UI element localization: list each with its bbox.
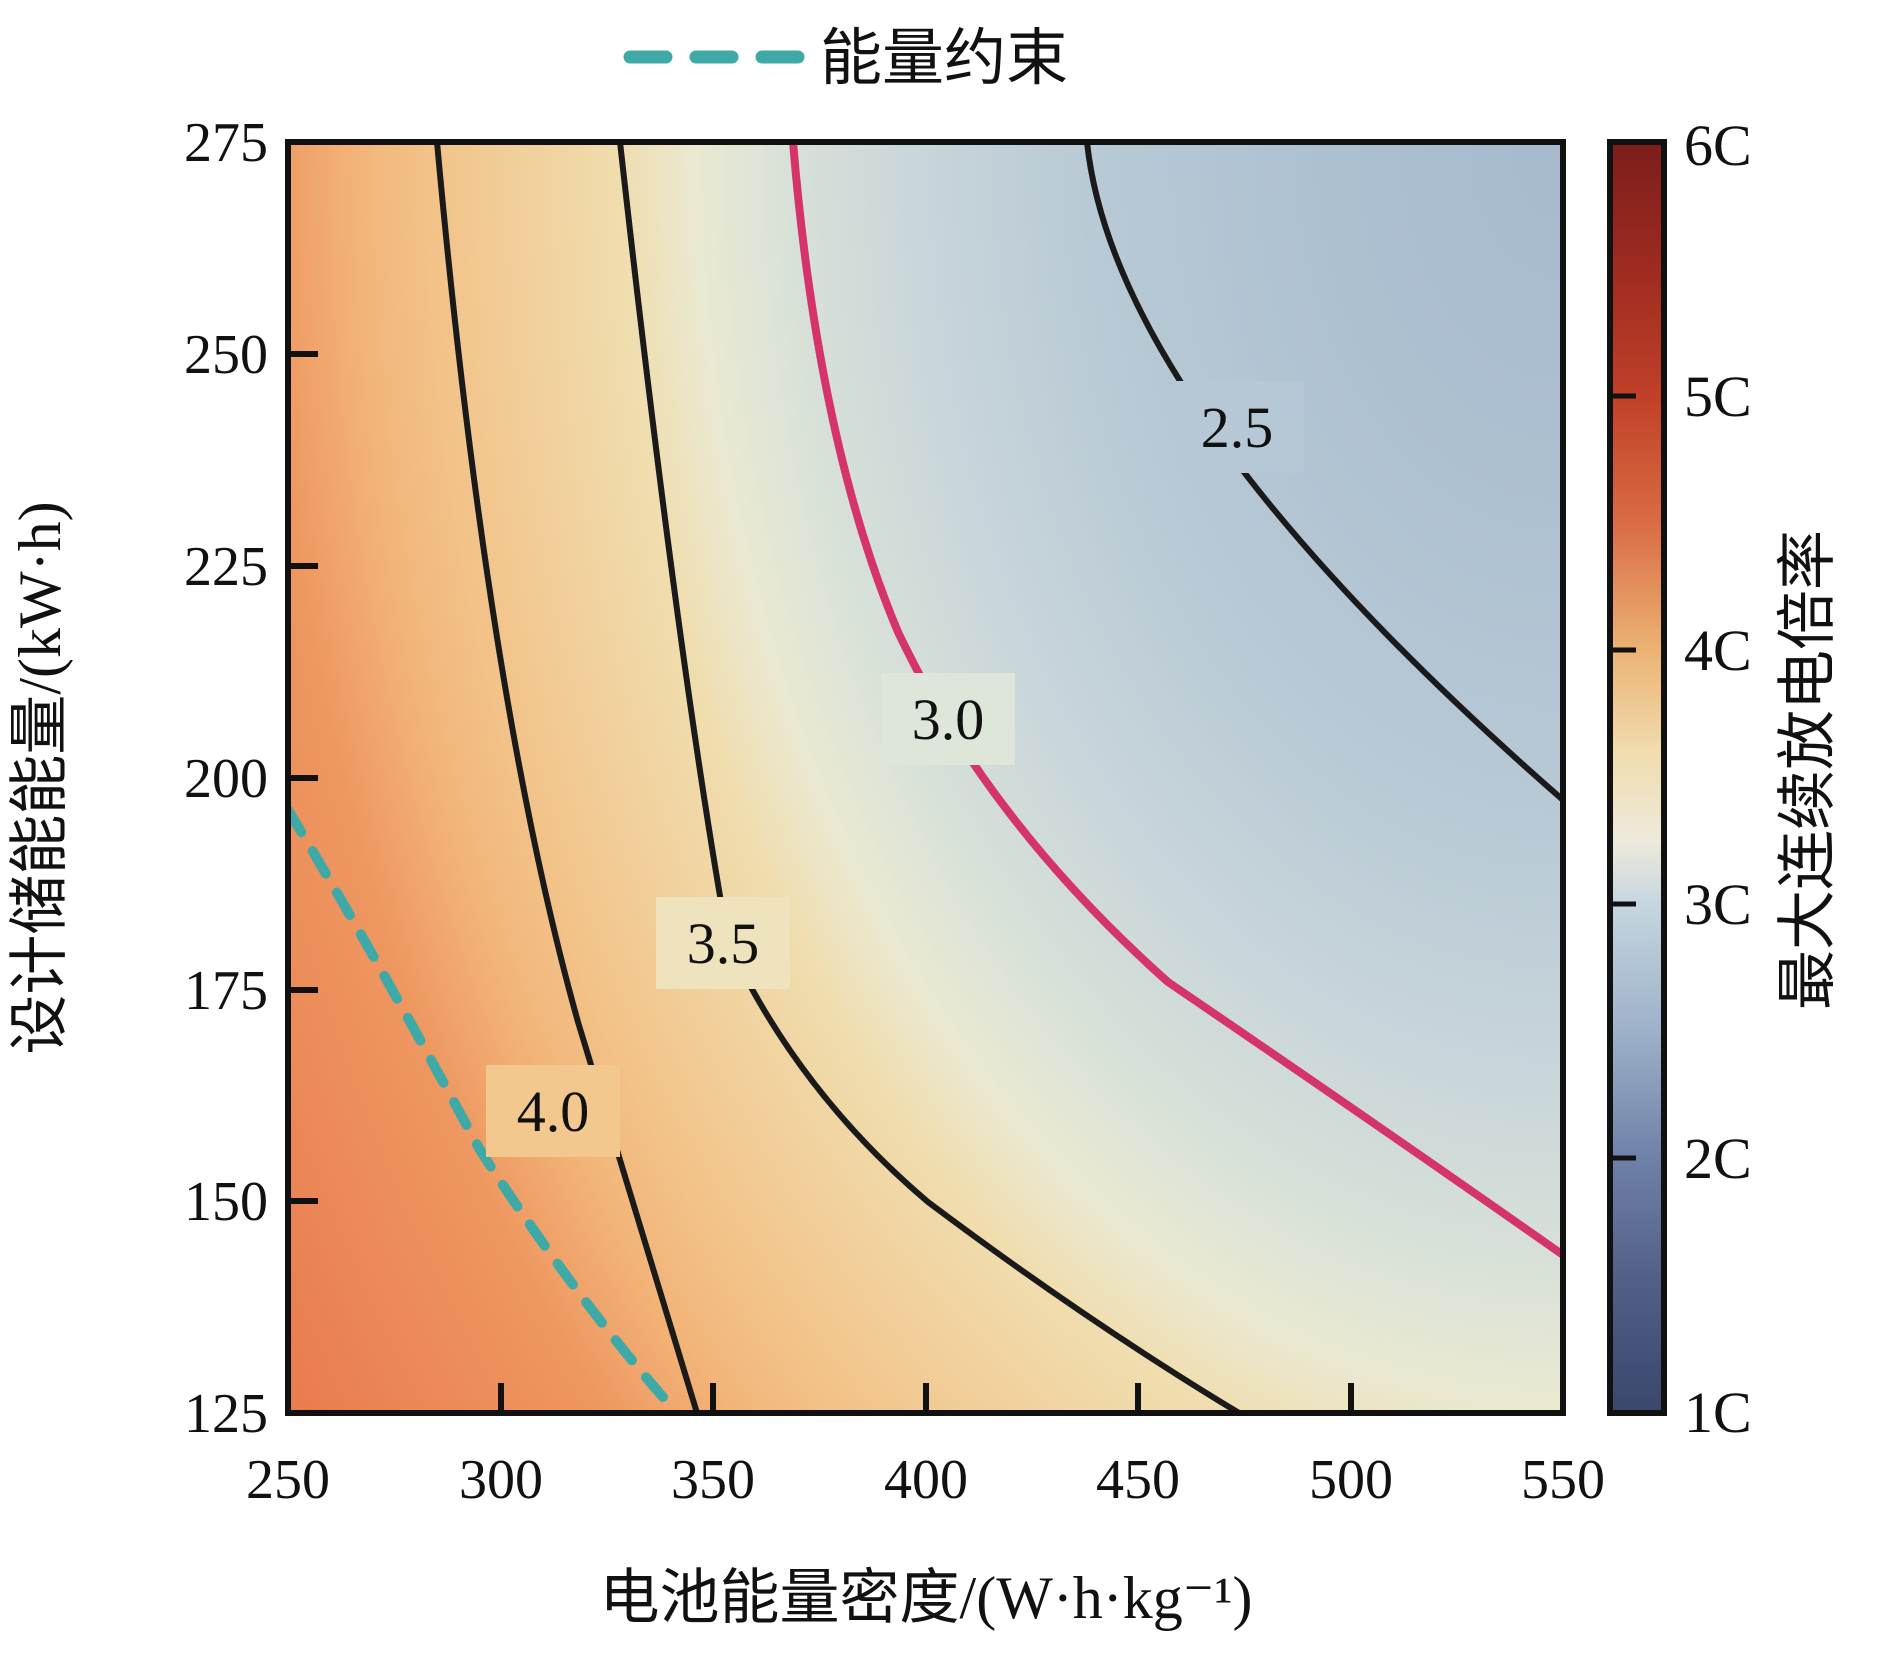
x-tick-label: 400 [884,1449,968,1511]
colorbar-tick-label: 5C [1684,364,1752,429]
contour-label-backgrounds [486,381,1304,1157]
plot-area: 2.5 3.0 3.5 4.0 [285,139,1566,1416]
y-tick-label: 175 [184,960,268,1022]
colorbar-ticks [1610,393,1636,1161]
colorbar-tick-label: 6C [1684,113,1752,178]
x-tick-label: 300 [459,1449,543,1511]
contour-label-bg-3-0 [881,673,1015,765]
x-tick-label: 550 [1521,1449,1605,1511]
colorbar: 6C 5C 4C 3C 2C 1C 最大连续放电倍率 [1607,113,1841,1445]
contour-line-4-0 [434,142,700,1413]
colorbar-tick-label: 3C [1684,872,1752,937]
contour-label-2-5: 2.5 [1201,395,1274,460]
contour-label-3-5: 3.5 [687,911,760,976]
y-tick-label: 125 [184,1383,268,1445]
colorbar-title: 最大连续放电倍率 [1775,530,1841,1010]
contour-label-4-0: 4.0 [517,1079,590,1144]
colorbar-tick-label: 2C [1684,1126,1752,1191]
y-tick-label: 150 [184,1171,268,1233]
x-tick-label: 250 [246,1449,330,1511]
y-tick-label: 275 [184,112,268,174]
contour-line-3-5 [617,142,1241,1413]
colorbar-tick-label: 4C [1684,618,1752,683]
legend-label: 能量约束 [820,25,1068,93]
x-tick-label: 350 [671,1449,755,1511]
y-tick-label: 200 [184,748,268,810]
colorbar-tick-label: 1C [1684,1380,1752,1445]
contour-label-bg-4-0 [486,1065,620,1157]
x-axis: 250 300 350 400 450 500 550 电池能量密度/(W·h·… [246,1449,1605,1631]
x-tick-label: 450 [1096,1449,1180,1511]
colorbar-gradient [1610,142,1664,1413]
contour-label-3-0: 3.0 [912,687,985,752]
x-tick-label: 500 [1309,1449,1393,1511]
contour-label-bg-2-5 [1170,381,1304,473]
y-axis-title: 设计储能能量/(kW·h) [7,501,73,1054]
y-tick-label: 250 [184,324,268,386]
contour-label-bg-3-5 [656,897,790,989]
axis-ticks [285,139,1566,1416]
contour-labels: 2.5 3.0 3.5 4.0 [517,395,1274,1144]
y-tick-label: 225 [184,536,268,598]
y-axis: 275 250 225 200 175 150 125 设计储能能量/(kW·h… [7,112,268,1445]
legend: 能量约束 [623,25,1068,93]
constraint-curve [288,805,682,1413]
heatmap-field [288,142,1563,1413]
colorbar-border [1607,139,1667,1416]
contour-line-3-0 [789,142,1563,1259]
x-axis-title: 电池能量密度/(W·h·kg⁻¹) [600,1565,1253,1631]
